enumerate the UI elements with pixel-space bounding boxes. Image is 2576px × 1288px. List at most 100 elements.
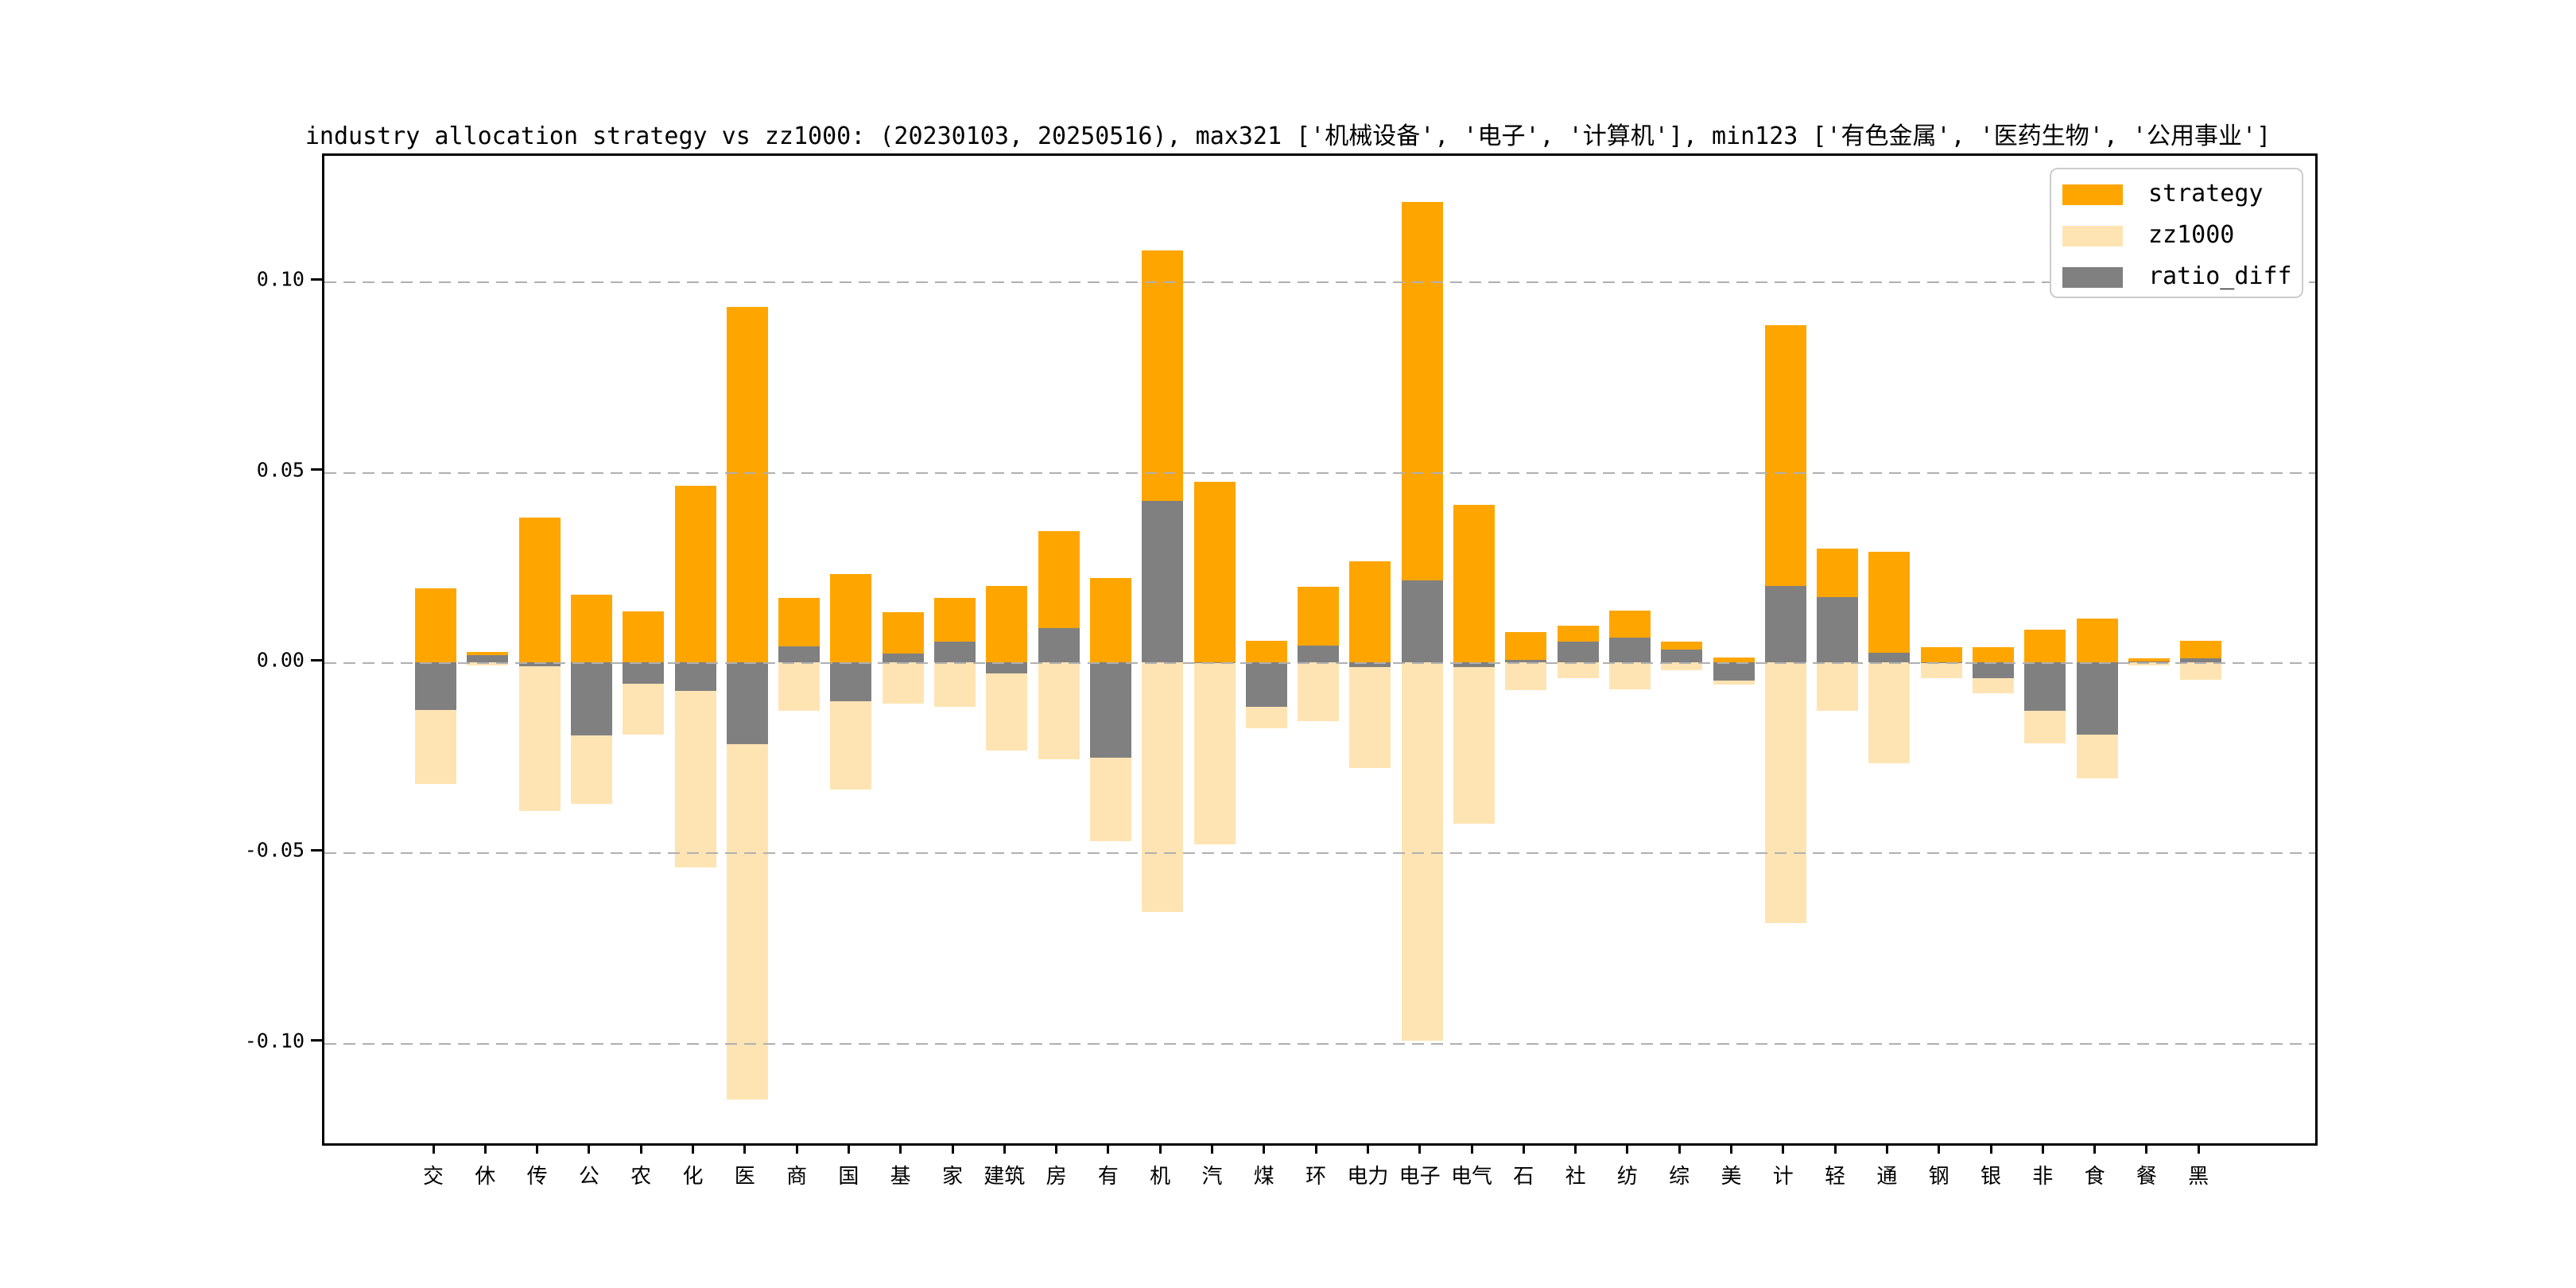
x-tick-mark-22 xyxy=(1574,1146,1577,1154)
x-tick-label-27: 轻 xyxy=(1825,1165,1846,1189)
bar-ratio_diff-13 xyxy=(1089,662,1131,758)
x-tick-label-28: 通 xyxy=(1876,1165,1898,1189)
bar-zz1000-14 xyxy=(1142,662,1184,913)
bar-strategy-18 xyxy=(1349,561,1391,662)
legend-label-zz1000: zz1000 xyxy=(2148,221,2235,249)
x-tick-mark-24 xyxy=(1678,1146,1681,1154)
bar-zz1000-1 xyxy=(467,662,509,666)
bar-ratio_diff-12 xyxy=(1038,627,1080,662)
bar-strategy-20 xyxy=(1453,505,1495,662)
x-tick-label-15: 汽 xyxy=(1201,1165,1223,1189)
bar-zz1000-22 xyxy=(1557,662,1599,679)
x-tick-mark-5 xyxy=(692,1146,694,1154)
legend-row-strategy: strategy xyxy=(2051,174,2302,215)
bar-zz1000-15 xyxy=(1193,662,1236,844)
bar-ratio_diff-32 xyxy=(2076,662,2118,735)
bar-zz1000-2 xyxy=(518,662,561,811)
bar-strategy-30 xyxy=(1973,646,2014,662)
bar-strategy-3 xyxy=(570,594,612,662)
x-tick-label-29: 钢 xyxy=(1928,1165,1949,1189)
bar-strategy-29 xyxy=(1920,646,1962,662)
bar-zz1000-24 xyxy=(1661,662,1703,671)
x-tick-label-31: 非 xyxy=(2032,1165,2054,1189)
bar-ratio_diff-27 xyxy=(1817,597,1859,662)
bar-strategy-28 xyxy=(1868,551,1911,662)
x-tick-label-7: 商 xyxy=(786,1165,808,1189)
x-tick-mark-12 xyxy=(1055,1146,1058,1154)
x-tick-label-21: 石 xyxy=(1513,1165,1534,1189)
bar-zz1000-17 xyxy=(1298,662,1340,722)
x-tick-mark-7 xyxy=(795,1146,798,1154)
x-tick-mark-11 xyxy=(1003,1146,1006,1154)
bar-ratio_diff-23 xyxy=(1608,637,1651,662)
bar-zz1000-10 xyxy=(934,662,976,707)
x-tick-label-2: 传 xyxy=(526,1165,548,1189)
x-tick-mark-3 xyxy=(588,1146,591,1154)
x-tick-mark-16 xyxy=(1263,1146,1266,1154)
bar-strategy-4 xyxy=(623,611,665,662)
legend-label-strategy: strategy xyxy=(2148,180,2264,208)
bar-strategy-15 xyxy=(1193,481,1236,662)
bar-ratio_diff-4 xyxy=(623,662,665,684)
x-tick-mark-31 xyxy=(2041,1146,2044,1154)
legend: strategy zz1000 ratio_diff xyxy=(2050,168,2303,298)
bar-zz1000-12 xyxy=(1038,662,1080,759)
x-tick-mark-15 xyxy=(1211,1146,1213,1154)
x-tick-label-5: 化 xyxy=(682,1165,704,1189)
y-tick-mark-4 xyxy=(311,1039,322,1042)
bar-strategy-11 xyxy=(986,585,1028,662)
x-tick-mark-0 xyxy=(432,1146,435,1154)
x-tick-label-0: 交 xyxy=(422,1165,444,1189)
bar-ratio_diff-5 xyxy=(674,662,716,691)
bar-strategy-33 xyxy=(2128,658,2170,662)
x-tick-mark-27 xyxy=(1833,1146,1837,1154)
x-tick-mark-20 xyxy=(1470,1146,1473,1154)
bar-ratio_diff-0 xyxy=(415,662,456,710)
x-tick-mark-13 xyxy=(1107,1146,1110,1154)
bar-ratio_diff-10 xyxy=(934,642,976,662)
bar-ratio_diff-14 xyxy=(1142,500,1184,662)
legend-row-ratio_diff: ratio_diff xyxy=(2051,257,2302,298)
y-tick-mark-2 xyxy=(311,658,322,661)
bar-zz1000-18 xyxy=(1349,662,1391,769)
y-tick-label-0: 0.10 xyxy=(256,267,305,291)
x-tick-mark-30 xyxy=(1989,1146,1992,1154)
bar-ratio_diff-17 xyxy=(1298,646,1340,662)
x-tick-label-11: 建筑 xyxy=(983,1165,1026,1189)
x-tick-label-25: 美 xyxy=(1721,1165,1742,1189)
x-tick-label-30: 银 xyxy=(1980,1165,2002,1189)
x-tick-label-17: 环 xyxy=(1305,1165,1327,1189)
x-tick-label-23: 纺 xyxy=(1616,1165,1638,1189)
bar-ratio_diff-9 xyxy=(882,654,924,662)
x-tick-label-9: 基 xyxy=(890,1165,911,1189)
y-tick-mark-3 xyxy=(311,848,322,852)
bar-zz1000-27 xyxy=(1817,662,1859,711)
x-tick-mark-25 xyxy=(1730,1146,1732,1154)
bar-strategy-8 xyxy=(830,574,872,662)
x-tick-mark-17 xyxy=(1314,1146,1317,1154)
x-tick-label-22: 社 xyxy=(1565,1165,1586,1189)
x-tick-mark-32 xyxy=(2093,1146,2097,1154)
x-tick-label-14: 机 xyxy=(1150,1165,1171,1189)
bar-zz1000-19 xyxy=(1401,662,1443,1042)
bar-zz1000-23 xyxy=(1608,662,1651,689)
x-tick-label-1: 休 xyxy=(475,1165,496,1189)
x-tick-label-34: 黑 xyxy=(2188,1165,2209,1189)
gridline-0.05 xyxy=(324,471,2315,474)
gridline-0.10 xyxy=(324,281,2315,284)
bar-zz1000-20 xyxy=(1453,662,1495,824)
x-tick-label-26: 计 xyxy=(1772,1165,1794,1189)
bar-strategy-21 xyxy=(1505,631,1547,662)
bar-strategy-31 xyxy=(2024,629,2066,662)
bar-strategy-0 xyxy=(415,588,456,662)
gridline--0.10 xyxy=(324,1042,2315,1045)
bar-ratio_diff-8 xyxy=(830,662,872,702)
x-tick-label-10: 家 xyxy=(941,1165,964,1189)
bar-ratio_diff-3 xyxy=(570,662,612,736)
chart-title: industry allocation strategy vs zz1000: … xyxy=(305,122,2271,150)
bar-ratio_diff-33 xyxy=(2128,661,2170,662)
bar-ratio_diff-31 xyxy=(2024,662,2066,712)
bar-ratio_diff-6 xyxy=(726,662,768,744)
bar-zz1000-29 xyxy=(1920,662,1962,679)
x-tick-mark-2 xyxy=(536,1146,539,1154)
